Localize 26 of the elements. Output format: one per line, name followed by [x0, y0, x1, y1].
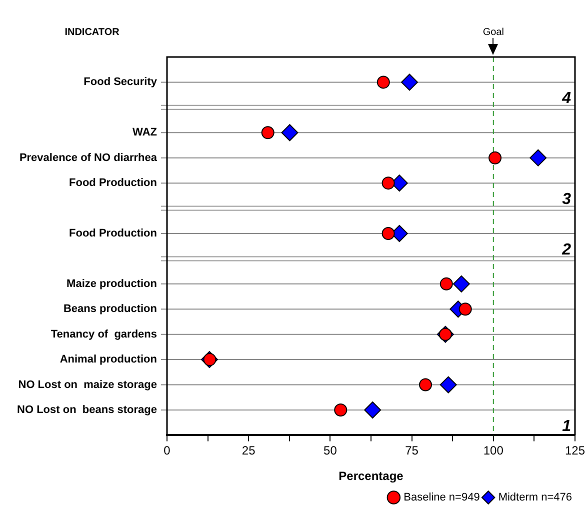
- y-tick-label: NO Lost on maize storage: [18, 378, 157, 391]
- x-tick-label: 75: [405, 444, 419, 458]
- x-tick-label: 125: [564, 444, 586, 458]
- x-tick-label: 0: [164, 444, 171, 458]
- x-tick-label: 25: [242, 444, 256, 458]
- y-tick-label: Maize production: [66, 278, 158, 290]
- y-tick-label: Beans production: [63, 303, 158, 316]
- x-tick-label: 50: [324, 444, 338, 458]
- y-tick-label: Prevalence of NO diarrhea: [19, 152, 158, 164]
- y-tick-label: WAZ: [132, 126, 158, 139]
- x-axis-title: Percentage: [338, 469, 404, 484]
- legend-label: Midterm n=476: [498, 492, 572, 504]
- ref-line-label: Goal: [482, 26, 504, 38]
- y-tick-label: Food Production: [69, 228, 158, 240]
- y-tick-label: Food Production: [69, 177, 158, 190]
- y-tick-label: Food Security: [84, 76, 158, 88]
- x-tick-label: 100: [483, 444, 504, 458]
- annotation: 3: [562, 190, 572, 208]
- annotation: 2: [561, 241, 572, 258]
- y-tick-label: Tenancy of gardens: [50, 328, 157, 340]
- y-axis-title: INDICATOR: [64, 26, 120, 38]
- y-tick-label: NO Lost on beans storage: [17, 404, 157, 416]
- annotation: 1: [562, 418, 572, 435]
- legend-label: Baseline n=949: [404, 492, 480, 504]
- y-tick-label: Animal production: [60, 354, 158, 366]
- annotation: 4: [561, 90, 572, 108]
